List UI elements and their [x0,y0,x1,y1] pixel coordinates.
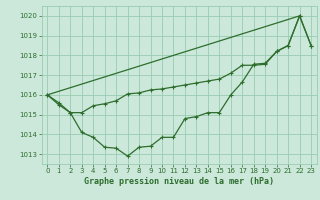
X-axis label: Graphe pression niveau de la mer (hPa): Graphe pression niveau de la mer (hPa) [84,177,274,186]
